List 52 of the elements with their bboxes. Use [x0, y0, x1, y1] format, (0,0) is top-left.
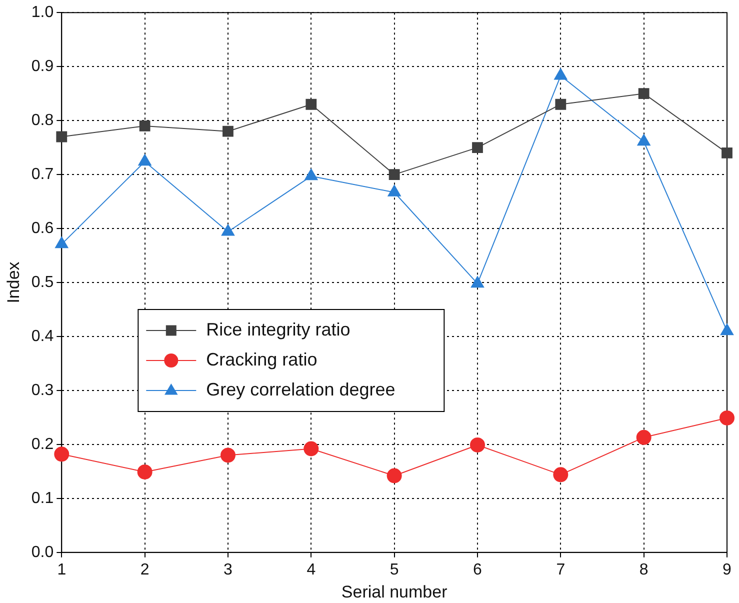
point: [137, 464, 152, 480]
x-axis-title: Serial number: [341, 582, 448, 602]
legend-label: Cracking ratio: [206, 349, 318, 370]
point: [472, 142, 483, 153]
point: [555, 98, 566, 110]
y-tick-label: 0.7: [31, 166, 54, 183]
point: [636, 430, 652, 445]
x-tick-label: 4: [306, 561, 316, 578]
x-tick-label: 2: [140, 561, 150, 578]
point: [221, 224, 235, 236]
x-tick-label: 5: [390, 561, 399, 578]
legend-label: Grey correlation degree: [206, 379, 396, 400]
point: [553, 467, 568, 482]
legend-label: Rice integrity ratio: [206, 319, 350, 340]
point: [222, 126, 234, 137]
point: [220, 448, 236, 463]
y-axis-title: Index: [4, 261, 23, 304]
x-tick-label: 1: [57, 561, 66, 578]
point: [55, 236, 68, 248]
point: [638, 88, 650, 100]
x-tick-label: 9: [722, 561, 732, 578]
point: [304, 441, 319, 456]
y-tick-label: 0.6: [31, 220, 54, 237]
x-tick-label: 6: [473, 561, 482, 578]
y-tick-label: 0.9: [31, 58, 54, 75]
y-tick-label: 0.2: [31, 436, 54, 453]
y-tick-label: 0.1: [31, 490, 54, 507]
point: [56, 131, 68, 142]
y-tick-label: 0.3: [31, 382, 54, 399]
point: [554, 68, 568, 80]
point: [54, 446, 70, 462]
point: [722, 148, 732, 158]
point: [637, 134, 650, 146]
point: [304, 168, 318, 180]
point: [138, 154, 152, 166]
y-tick-label: 0.5: [31, 274, 54, 291]
x-tick-label: 7: [556, 561, 566, 578]
y-tick-label: 0.8: [31, 112, 54, 129]
point: [386, 468, 402, 484]
point: [470, 437, 485, 452]
x-tick-label: 3: [224, 561, 233, 578]
y-tick-label: 0.4: [31, 328, 54, 345]
y-tick-label: 1.0: [31, 4, 54, 22]
y-tick-label: 0.0: [31, 544, 54, 561]
x-tick-label: 8: [639, 561, 648, 578]
point: [306, 98, 317, 110]
point: [470, 276, 484, 288]
point: [720, 410, 734, 426]
point: [388, 184, 401, 196]
point: [139, 120, 150, 132]
point: [720, 324, 734, 336]
point: [388, 169, 400, 180]
